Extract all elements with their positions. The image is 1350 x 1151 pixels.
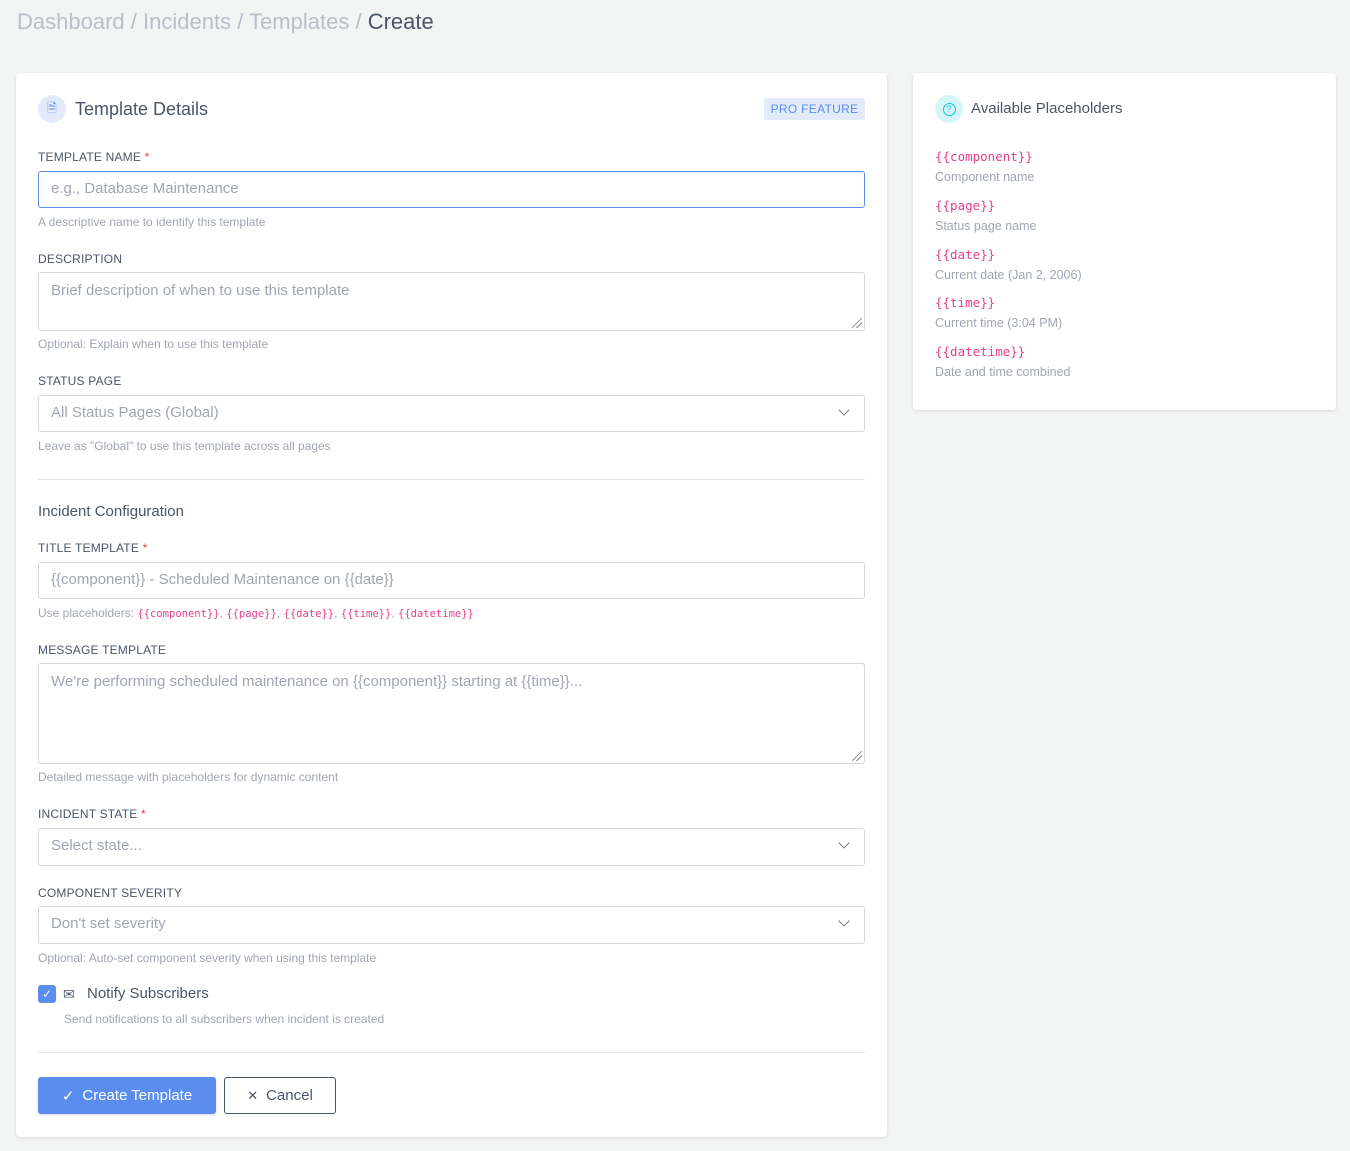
template-name-help: A descriptive name to identify this temp… <box>38 215 266 229</box>
check-icon: ✓ <box>61 1087 75 1105</box>
close-icon: ✕ <box>247 1087 259 1103</box>
mail-icon: ✉ <box>63 986 75 1002</box>
description-textarea[interactable]: Brief description of when to use this te… <box>38 272 865 331</box>
status-page-help: Leave as "Global" to use this template a… <box>38 439 331 453</box>
breadcrumb-separator: / <box>355 9 362 34</box>
template-name-label: TEMPLATE NAME * <box>38 150 150 164</box>
placeholder-description: Status page name <box>935 219 1037 233</box>
component-severity-select[interactable]: Don't set severity <box>38 906 865 944</box>
status-page-value: All Status Pages (Global) <box>51 404 219 421</box>
title-template-input[interactable]: {{component}} - Scheduled Maintenance on… <box>38 562 865 599</box>
breadcrumb-separator: / <box>237 9 244 34</box>
placeholders-card: ? Available Placeholders {{component}} Co… <box>913 73 1336 410</box>
placeholder-description: Component name <box>935 170 1035 184</box>
question-icon: ? <box>935 95 963 123</box>
message-template-textarea[interactable]: We're performing scheduled maintenance o… <box>38 663 865 764</box>
breadcrumb-current: Create <box>367 9 434 34</box>
chevron-down-icon <box>838 837 850 849</box>
breadcrumb-templates[interactable]: Templates <box>249 9 350 34</box>
title-template-label: TITLE TEMPLATE * <box>38 541 148 555</box>
description-label: DESCRIPTION <box>38 252 123 266</box>
notify-help: Send notifications to all subscribers wh… <box>64 1012 385 1026</box>
pro-feature-badge: PRO FEATURE <box>764 98 865 120</box>
placeholder-code: {{component}} <box>935 149 1033 164</box>
cancel-button[interactable]: ✕ Cancel <box>224 1077 336 1114</box>
incident-state-label: INCIDENT STATE * <box>38 807 146 821</box>
placeholder-code: {{page}} <box>935 198 996 213</box>
message-template-label: MESSAGE TEMPLATE <box>38 643 167 657</box>
description-help: Optional: Explain when to use this templ… <box>38 337 269 351</box>
placeholder-description: Current date (Jan 2, 2006) <box>935 268 1082 282</box>
status-page-select[interactable]: All Status Pages (Global) <box>38 395 865 432</box>
title-template-help: Use placeholders: {{component}}, {{page}… <box>38 606 474 620</box>
breadcrumb-incidents[interactable]: Incidents <box>143 9 232 34</box>
description-placeholder: Brief description of when to use this te… <box>51 282 350 299</box>
divider <box>38 479 865 480</box>
breadcrumb: Dashboard / Incidents / Templates / Crea… <box>17 8 434 36</box>
chevron-down-icon <box>838 404 850 416</box>
incident-state-value: Select state... <box>51 837 142 854</box>
placeholder-code: {{date}} <box>935 247 996 262</box>
section-heading: Incident Configuration <box>38 503 184 520</box>
document-icon: 🗎 <box>38 95 66 123</box>
message-template-help: Detailed message with placeholders for d… <box>38 770 339 784</box>
create-template-button[interactable]: ✓ Create Template <box>38 1077 216 1114</box>
placeholder-code: {{datetime}} <box>935 344 1026 359</box>
message-placeholder: We're performing scheduled maintenance o… <box>51 673 583 690</box>
component-severity-value: Don't set severity <box>51 915 166 932</box>
chevron-down-icon <box>838 915 850 927</box>
resize-handle-icon[interactable] <box>852 318 862 328</box>
placeholder-code: {{time}} <box>935 295 996 310</box>
breadcrumb-separator: / <box>130 9 137 34</box>
template-name-input[interactable]: e.g., Database Maintenance <box>38 171 865 208</box>
placeholders-title: Available Placeholders <box>971 100 1123 117</box>
resize-handle-icon[interactable] <box>852 751 862 761</box>
notify-label[interactable]: Notify Subscribers <box>87 985 209 1002</box>
placeholder-description: Date and time combined <box>935 365 1071 379</box>
status-page-label: STATUS PAGE <box>38 374 122 388</box>
component-severity-label: COMPONENT SEVERITY <box>38 886 183 900</box>
card-title: Template Details <box>75 99 209 119</box>
notify-checkbox[interactable]: ✓ <box>38 985 56 1003</box>
template-details-card: 🗎 Template Details PRO FEATURE TEMPLATE … <box>16 73 887 1137</box>
divider <box>38 1052 865 1053</box>
breadcrumb-dashboard[interactable]: Dashboard <box>17 9 125 34</box>
component-severity-help: Optional: Auto-set component severity wh… <box>38 951 377 965</box>
incident-state-select[interactable]: Select state... <box>38 828 865 866</box>
placeholder-description: Current time (3:04 PM) <box>935 316 1063 330</box>
